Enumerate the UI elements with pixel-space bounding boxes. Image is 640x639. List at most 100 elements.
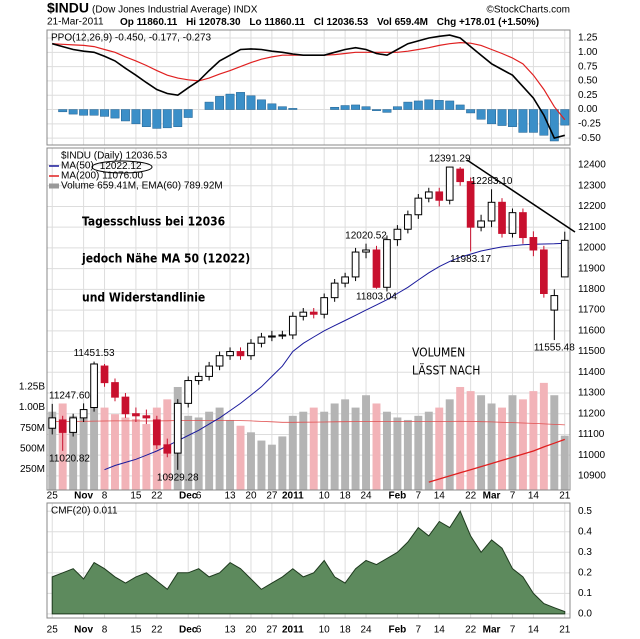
y-tick-label: 11000 [578,450,606,461]
y-tick-label: 0.3 [578,547,592,558]
candle-body [299,311,308,317]
histogram-bar [413,100,423,110]
candle-body [226,351,234,357]
volume-bar [121,417,130,490]
candle-body [393,228,402,241]
volume-bar [79,417,88,490]
x-tick-label: 24 [360,491,372,502]
candle-body [424,191,433,199]
name: (Dow Jones Industrial Average) INDX [92,5,258,16]
x-tick-label: 21 [559,491,571,502]
histogram-bar [236,92,245,110]
histogram-bar [351,104,361,110]
volume-bar [414,415,423,490]
y-tick-label: 11500 [578,346,606,357]
candle-body [100,365,109,384]
volume-bar [393,417,402,490]
candle-body [414,197,423,216]
candle-body [404,214,412,230]
histogram-bar [79,109,89,116]
x-tick-label: 22 [465,625,477,636]
volume-bar [362,395,371,490]
y-tick-label: 12300 [578,180,606,191]
candle-body [466,181,475,228]
candle-body [456,168,465,183]
x-tick-label: Mar [483,491,501,502]
x-tick-label: 22 [151,491,163,502]
candle-body [498,201,506,234]
volume-bar [466,391,475,490]
histogram-bar [497,109,507,126]
y-tick-label: 1.25B [19,382,45,393]
histogram-bar [560,109,570,126]
price-label: 11803.04 [356,291,397,302]
histogram-bar [225,93,235,110]
legend: PPO(12,26,9) -0.450, -0.177, -0.273 [51,33,212,44]
x-tick-label: 7 [510,491,516,502]
x-tick-label: Dec [179,491,198,502]
candle-body [309,311,318,315]
note: Tagesschluss bei 12036 [82,215,225,229]
price-label: 11020.82 [49,454,90,465]
x-tick-label: Dec [179,625,198,636]
x-tick-label: 14 [528,491,540,502]
candle-body [268,335,276,338]
volume-bar [560,435,569,490]
candle-body [215,355,224,367]
volume-bar [320,411,329,490]
histogram-bar [340,105,350,110]
volume-bar [288,415,297,490]
volume-bar [539,382,548,490]
x-tick-label: 22 [151,625,163,636]
legend: Volume 659.41M, EMA(60) 789.92M [61,181,223,192]
histogram-bar [508,109,517,127]
candle-body [111,382,119,398]
volume-bar [194,417,203,490]
y-tick-label: 1.25 [578,33,598,44]
x-tick-label: 13 [224,491,236,502]
candle-body [236,351,245,357]
volume-bar [100,407,109,490]
candle-body [152,419,161,446]
volume-bar [184,415,193,490]
histogram-bar [361,106,371,110]
legend-value: 12022.12 [100,161,142,172]
volume-bar [142,424,151,490]
price-label: 10929.28 [157,472,199,483]
histogram-bar [58,109,68,113]
y-tick-label: 11800 [578,284,606,295]
cmf-frame [46,502,571,619]
volume-bar [341,399,350,490]
x-tick-label: 25 [47,491,59,502]
candle-body [529,237,538,251]
histogram-bar [549,109,559,142]
histogram-bar [246,95,256,110]
volume-bar [487,403,496,490]
histogram-bar [487,109,496,125]
x-tick-label: 10 [319,491,331,502]
y-tick-label: 1.00 [578,47,598,58]
volume-bar [226,419,235,490]
x-tick-label: 21 [559,625,571,636]
histogram-bar [476,109,486,120]
stat: Cl 12036.53 [314,17,369,28]
x-tick-label: 18 [340,625,352,636]
volume-bar [90,395,99,490]
volume-bar [351,407,360,490]
x-tick-label: Nov [74,491,93,502]
histogram-bar [424,99,434,110]
volume-ema-line [52,420,565,426]
x-tick-label: 14 [434,491,446,502]
candle-body [184,380,193,404]
histogram-bar [288,108,298,110]
volume-bar [131,419,140,490]
histogram-bar [330,106,340,110]
candle-body [194,375,203,382]
candle-body [519,212,527,239]
candle-body [487,201,496,222]
volume-bar [518,399,527,490]
candle-body [142,415,151,419]
x-tick-label: 15 [130,491,142,502]
